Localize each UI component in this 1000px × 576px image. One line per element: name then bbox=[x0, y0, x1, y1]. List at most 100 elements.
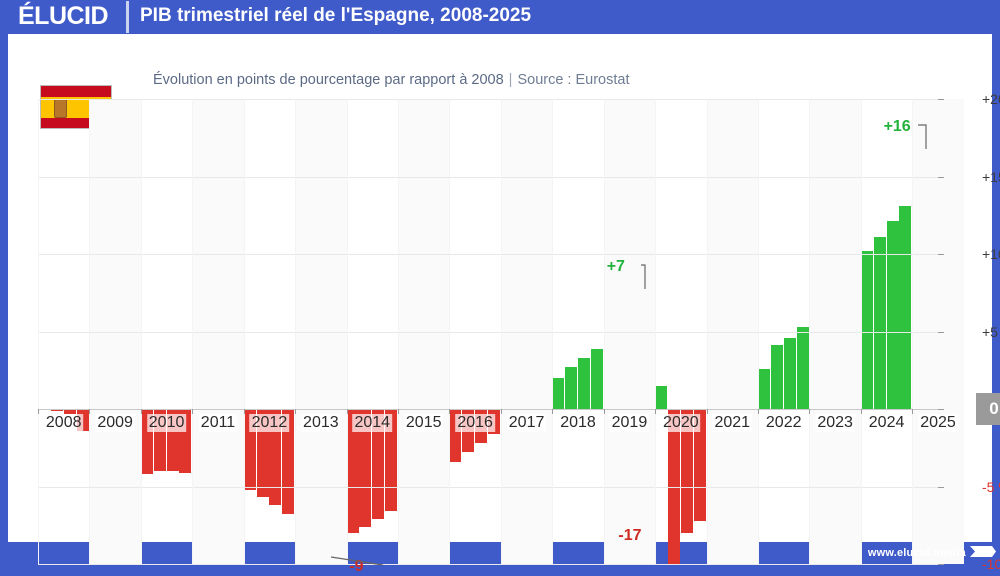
x-axis-tick bbox=[912, 409, 914, 414]
x-axis-tick bbox=[758, 409, 759, 414]
x-gridline bbox=[500, 99, 502, 564]
x-axis-tick bbox=[449, 409, 451, 414]
bar-2024Q1 bbox=[860, 250, 873, 409]
footer-bar: www.elucid.media bbox=[0, 542, 1000, 560]
y-axis-tick bbox=[938, 176, 944, 178]
bar-2024Q4 bbox=[899, 205, 912, 409]
bar-2022Q1 bbox=[758, 368, 771, 409]
x-axis-label: 2011 bbox=[198, 414, 238, 432]
y-axis-tick bbox=[938, 99, 944, 100]
x-gridline bbox=[655, 99, 657, 564]
y-axis-zero-badge: 0 bbox=[976, 393, 1000, 425]
page-title: PIB trimestriel réel de l'Espagne, 2008-… bbox=[140, 5, 532, 26]
header-bar: ÉLUCID PIB trimestriel réel de l'Espagne… bbox=[0, 0, 1000, 34]
y-axis-label: +10 %p bbox=[982, 246, 1000, 262]
bar-2012Q3 bbox=[269, 409, 282, 506]
y-axis-tick bbox=[938, 486, 944, 488]
gridline bbox=[38, 176, 938, 178]
gridline bbox=[38, 331, 938, 333]
gridline bbox=[38, 564, 938, 565]
x-axis-label: 2014 bbox=[352, 414, 393, 432]
x-axis-tick bbox=[500, 409, 502, 414]
bar-2008Q3 bbox=[63, 409, 76, 414]
y-axis-label: +15 %p bbox=[982, 168, 1000, 185]
x-axis-tick bbox=[295, 409, 297, 414]
x-gridline bbox=[243, 99, 245, 564]
bar-2022Q3 bbox=[783, 337, 796, 409]
x-axis-tick bbox=[38, 409, 39, 414]
x-gridline bbox=[758, 99, 759, 564]
x-axis-label: 2010 bbox=[146, 414, 187, 432]
x-gridline bbox=[912, 99, 914, 564]
x-gridline bbox=[706, 99, 708, 564]
y-axis-tick bbox=[938, 409, 944, 410]
bar-2018Q3 bbox=[578, 357, 591, 409]
x-axis-tick bbox=[192, 409, 194, 414]
x-axis-tick bbox=[89, 409, 91, 414]
x-gridline bbox=[38, 99, 39, 564]
bar-2012Q4 bbox=[282, 409, 295, 515]
x-axis-label: 2018 bbox=[558, 414, 598, 432]
x-axis-tick bbox=[398, 409, 399, 414]
watermark-text: www.elucid.media bbox=[867, 547, 966, 559]
y-axis-label: +5 %p bbox=[982, 323, 1000, 340]
x-axis-tick bbox=[346, 409, 348, 414]
chart-subtitle: Évolution en points de pourcentage par r… bbox=[153, 72, 629, 88]
flag-band-top bbox=[41, 86, 111, 97]
x-axis-tick bbox=[706, 409, 708, 414]
annotation-plus16: +16 bbox=[883, 118, 911, 135]
elucid-logo: ÉLUCID bbox=[18, 2, 109, 30]
x-gridline bbox=[552, 99, 554, 564]
x-axis-label: 2021 bbox=[712, 414, 753, 432]
x-gridline bbox=[603, 99, 605, 564]
y-axis-label: -5 %p bbox=[982, 478, 1000, 495]
x-axis-label: 2012 bbox=[249, 414, 290, 432]
x-gridline bbox=[398, 99, 399, 564]
bar-2014Q3 bbox=[372, 409, 385, 520]
gridline bbox=[38, 99, 938, 100]
chart-panel: Évolution en points de pourcentage par r… bbox=[8, 34, 1000, 575]
y-axis-tick bbox=[938, 564, 944, 565]
bar-2024Q2 bbox=[873, 236, 886, 409]
bar-2014Q1 bbox=[346, 409, 359, 533]
x-gridline bbox=[295, 99, 297, 564]
x-gridline bbox=[860, 99, 862, 564]
x-gridline bbox=[449, 99, 451, 564]
bar-2014Q4 bbox=[385, 409, 398, 512]
x-gridline bbox=[192, 99, 194, 564]
subtitle-separator: | bbox=[508, 72, 513, 88]
x-axis-label: 2013 bbox=[301, 414, 341, 432]
plot-inner: +20 %p+15 %p+10 %p+5 %p0-5 %p-10 %p20082… bbox=[38, 91, 1000, 575]
bar-2022Q2 bbox=[770, 345, 783, 409]
x-axis-label: 2023 bbox=[815, 414, 855, 432]
y-axis-label: +20 %p bbox=[982, 91, 1000, 107]
bar-2024Q3 bbox=[886, 221, 899, 409]
logo-divider bbox=[126, 1, 129, 33]
annotation-leader-line bbox=[917, 124, 927, 149]
x-axis-label: 2019 bbox=[609, 414, 650, 432]
bar-2018Q4 bbox=[590, 348, 603, 409]
x-axis-label: 2024 bbox=[866, 414, 907, 432]
y-axis-tick bbox=[938, 254, 944, 255]
y-axis-tick bbox=[938, 331, 944, 333]
bar-2020Q1 bbox=[655, 385, 668, 409]
annotation-minus17: -17 bbox=[618, 527, 642, 544]
annotation-plus7: +7 bbox=[606, 257, 625, 275]
bar-2022Q4 bbox=[796, 326, 809, 409]
x-axis-tick bbox=[140, 409, 142, 414]
x-axis-tick bbox=[809, 409, 811, 414]
x-axis-tick bbox=[860, 409, 862, 414]
bar-2018Q2 bbox=[565, 367, 578, 409]
x-axis-label: 2017 bbox=[506, 414, 547, 432]
x-gridline bbox=[140, 99, 142, 564]
bar-2018Q1 bbox=[552, 378, 565, 409]
x-axis-tick bbox=[655, 409, 657, 414]
bar-2020Q3 bbox=[680, 409, 693, 533]
x-axis-tick bbox=[243, 409, 245, 414]
subtitle-text: Évolution en points de pourcentage par r… bbox=[153, 72, 504, 88]
x-axis-label: 2008 bbox=[43, 414, 84, 432]
x-axis-label: 2015 bbox=[403, 414, 444, 432]
x-gridline bbox=[89, 99, 91, 564]
bar-2014Q2 bbox=[359, 409, 372, 527]
bar-2020Q4 bbox=[693, 409, 706, 521]
